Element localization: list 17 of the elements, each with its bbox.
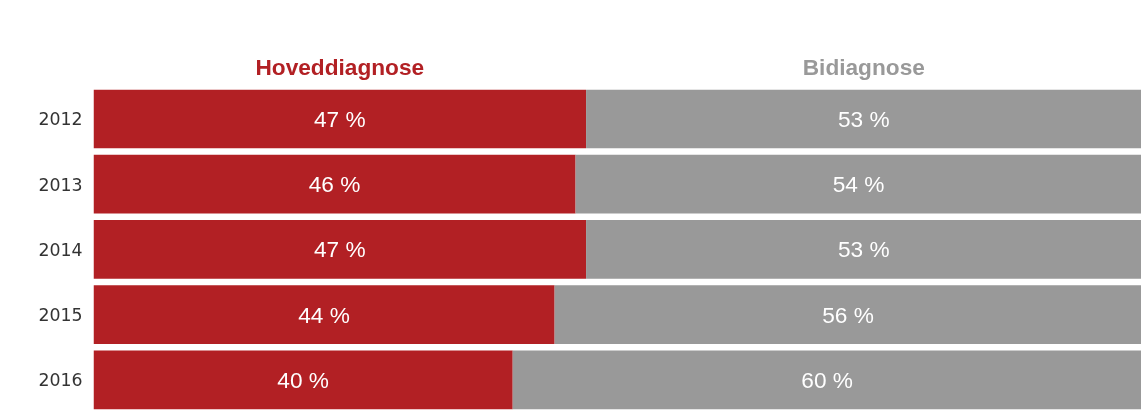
data-label: 46 % (308, 171, 361, 198)
data-label: 47 % (313, 105, 366, 132)
y-tick-label: 2015 (38, 305, 83, 326)
y-tick-label: 2014 (38, 239, 83, 260)
series-label: Bidiagnose (802, 53, 925, 80)
series-label: Hoveddiagnose (255, 53, 425, 80)
data-label: 60 % (801, 366, 853, 393)
data-label: 44 % (298, 301, 350, 328)
data-label: 54 % (832, 171, 885, 198)
data-label: 47 % (313, 236, 366, 263)
data-label: 53 % (837, 236, 890, 263)
y-tick-label: 2016 (38, 370, 83, 391)
data-label: 56 % (822, 301, 874, 328)
y-tick-label: 2013 (38, 174, 83, 195)
data-label: 40 % (277, 366, 329, 393)
y-tick-label: 2012 (38, 109, 83, 130)
data-label: 53 % (837, 105, 890, 132)
